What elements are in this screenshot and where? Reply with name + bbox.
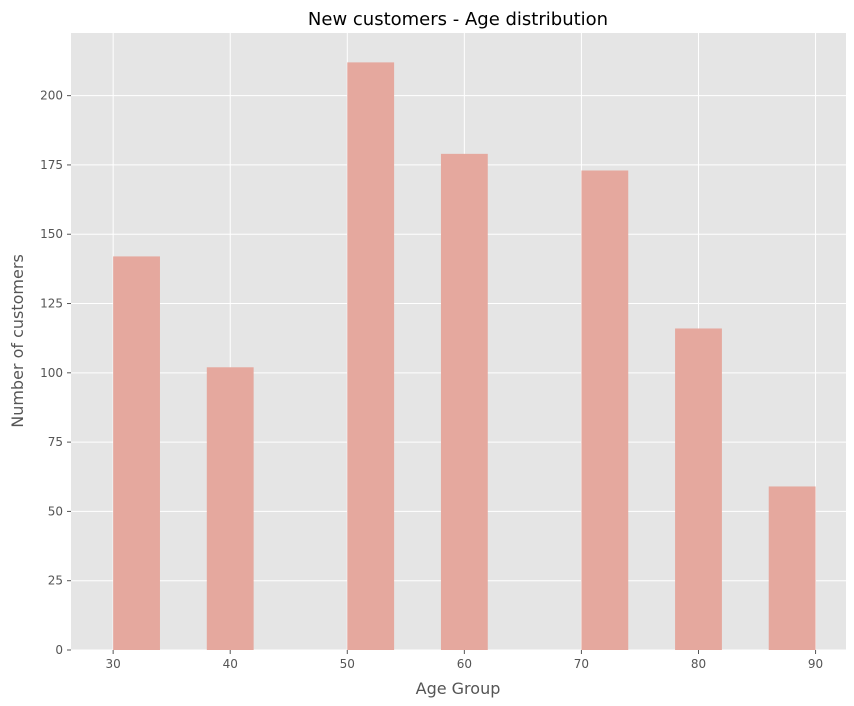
- bar: [440, 153, 488, 650]
- y-tick-label: 100: [40, 366, 63, 380]
- bar: [768, 486, 816, 650]
- bars: [113, 62, 816, 650]
- y-axis-label: Number of customers: [8, 254, 27, 428]
- y-axis-ticks: 0 25 50 75 100 125 150 175 200: [40, 89, 71, 657]
- x-axis-label: Age Group: [416, 679, 501, 698]
- x-tick-label: 50: [340, 657, 355, 671]
- x-tick-label: 80: [691, 657, 706, 671]
- y-tick-label: 25: [48, 574, 63, 588]
- y-tick-label: 0: [55, 643, 63, 657]
- x-tick-label: 90: [808, 657, 823, 671]
- bar: [581, 170, 629, 650]
- bar: [206, 367, 254, 650]
- y-tick-label: 150: [40, 227, 63, 241]
- y-tick-label: 50: [48, 504, 63, 518]
- bar: [113, 256, 160, 650]
- x-tick-label: 60: [457, 657, 472, 671]
- x-tick-label: 70: [574, 657, 589, 671]
- x-tick-label: 40: [223, 657, 238, 671]
- bar: [347, 62, 395, 650]
- y-tick-label: 200: [40, 89, 63, 103]
- y-tick-label: 175: [40, 158, 63, 172]
- chart-title: New customers - Age distribution: [308, 9, 608, 30]
- x-tick-label: 30: [106, 657, 121, 671]
- y-tick-label: 125: [40, 297, 63, 311]
- y-tick-label: 75: [48, 435, 63, 449]
- bar: [675, 328, 722, 650]
- x-axis-ticks: 30 40 50 60 70 80 90: [106, 650, 823, 671]
